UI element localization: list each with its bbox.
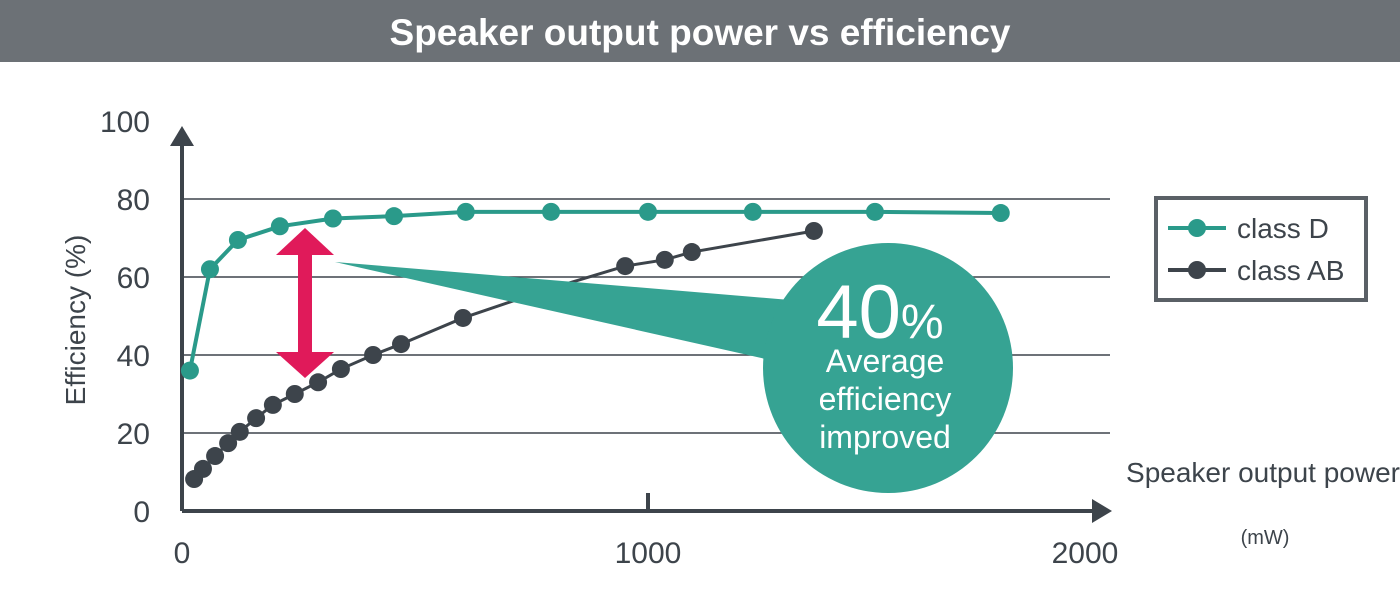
data-point-class-AB (392, 335, 411, 354)
x-tick-label: 0 (174, 537, 191, 570)
data-point-class-AB (206, 447, 225, 466)
x-axis-label: Speaker output power (1126, 457, 1400, 488)
y-tick-label: 0 (133, 496, 150, 529)
data-point-class-AB (655, 250, 674, 269)
data-point-class-D (542, 202, 561, 221)
data-point-class-AB (219, 434, 238, 453)
x-axis-unit: (mW) (1241, 527, 1290, 549)
legend-label: class AB (1237, 255, 1344, 286)
y-tick-label: 60 (117, 262, 150, 295)
y-tick-label: 20 (117, 418, 150, 451)
data-point-class-AB (682, 243, 701, 262)
y-axis-label: Efficiency (%) (60, 235, 91, 406)
y-tick-label: 40 (117, 340, 150, 373)
y-axis-arrow-icon (170, 126, 194, 146)
legend-marker (1188, 261, 1206, 279)
callout-line-2: efficiency (819, 381, 952, 417)
data-point-class-D (743, 202, 762, 221)
data-point-class-AB (309, 373, 328, 392)
data-point-class-AB (263, 395, 282, 414)
chart-title: Speaker output power vs efficiency (0, 0, 1400, 62)
data-point-class-AB (285, 385, 304, 403)
data-point-class-D (456, 202, 475, 221)
data-point-class-AB (193, 459, 212, 478)
data-point-class-AB (230, 422, 249, 441)
data-point-class-D (385, 207, 404, 226)
callout-value: 40% (816, 270, 943, 355)
data-point-class-AB (453, 308, 472, 327)
data-point-class-D (991, 204, 1010, 223)
data-point-class-D (323, 209, 342, 228)
data-point-class-AB (364, 346, 383, 364)
callout: 40% Average efficiency improved (335, 243, 1013, 493)
data-point-class-AB (616, 257, 635, 276)
x-tick-label: 1000 (615, 537, 682, 570)
legend: class D class AB (1154, 196, 1368, 302)
data-point-class-D (228, 230, 247, 249)
callout-line-1: Average (826, 343, 945, 379)
data-point-class-D (639, 202, 657, 221)
y-tick-label: 80 (117, 184, 150, 217)
data-point-class-AB (247, 409, 266, 428)
data-point-class-D (180, 361, 199, 380)
x-tick-label: 2000 (1052, 537, 1119, 570)
data-point-class-D (865, 202, 884, 221)
data-point-class-D (200, 260, 219, 279)
y-tick-label: 100 (100, 106, 150, 139)
data-point-class-AB (804, 221, 823, 240)
legend-label: class D (1237, 213, 1329, 244)
data-point-class-D (270, 217, 289, 236)
legend-marker (1188, 219, 1206, 237)
improvement-arrow (276, 228, 334, 378)
data-point-class-AB (331, 360, 350, 379)
callout-line-3: improved (819, 419, 951, 455)
x-axis-arrow-icon (1092, 499, 1112, 523)
